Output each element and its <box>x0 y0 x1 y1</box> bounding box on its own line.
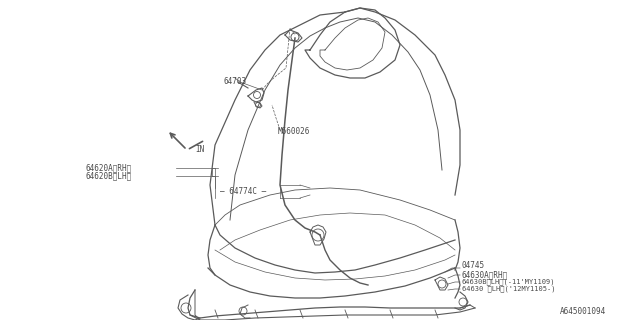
Text: 64620A〈RH〉: 64620A〈RH〉 <box>85 164 131 172</box>
Text: 64630 〈LH〉('12MY1105-): 64630 〈LH〉('12MY1105-) <box>462 286 556 292</box>
Text: M660026: M660026 <box>278 127 310 137</box>
Text: — 64774C —: — 64774C — <box>220 188 266 196</box>
Text: A645001094: A645001094 <box>560 308 606 316</box>
Text: 04745: 04745 <box>462 260 485 269</box>
Text: 64620B〈LH〉: 64620B〈LH〉 <box>85 172 131 180</box>
Text: 64703: 64703 <box>224 77 247 86</box>
Text: 64630B〈LH〉(-11'MY1109): 64630B〈LH〉(-11'MY1109) <box>462 279 556 285</box>
Text: IN: IN <box>195 146 204 155</box>
Text: 64630A〈RH〉: 64630A〈RH〉 <box>462 270 508 279</box>
